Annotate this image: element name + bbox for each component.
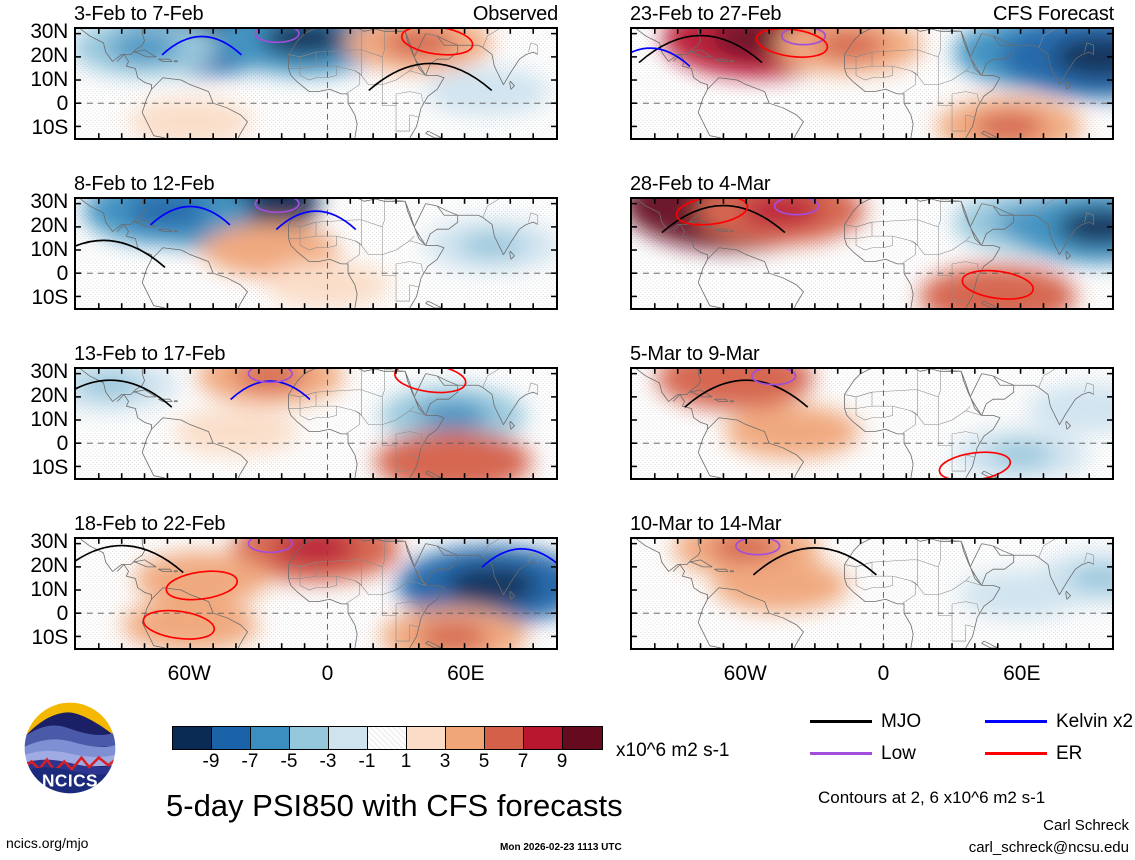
y-tick-label: 10N <box>30 577 68 601</box>
colorbar-units-label: x10^6 m2 s-1 <box>616 740 730 761</box>
legend-line-swatch <box>810 752 872 755</box>
contour-note: Contours at 2, 6 x10^6 m2 s-1 <box>818 788 1046 807</box>
x-tick-label: 60E <box>447 662 485 685</box>
colorbar-segment <box>446 727 485 749</box>
y-tick-label: 10S <box>31 625 69 649</box>
y-tick-label: 10N <box>30 237 68 261</box>
column-header: Observed <box>472 3 558 25</box>
legend-label: Kelvin x2 <box>1056 711 1134 732</box>
colorbar <box>172 726 603 750</box>
panel-title: 10-Mar to 14-Mar <box>630 513 782 535</box>
timestamp: Mon 2026-02-23 1113 UTC <box>500 842 622 853</box>
legend-item-mjo: MJO <box>810 712 921 731</box>
colorbar-segment <box>173 727 212 749</box>
x-tick-label: 60W <box>723 662 767 685</box>
map-panel-7: 5-Mar to 9-Mar <box>630 344 1114 480</box>
y-tick-label: 10N <box>30 67 68 91</box>
colorbar-tick-label: 1 <box>400 751 412 772</box>
y-tick-label: 20N <box>30 43 68 67</box>
y-tick-label: 10S <box>31 455 69 479</box>
y-tick-label: 10S <box>31 285 69 309</box>
colorbar-segment <box>407 727 446 749</box>
legend-line-swatch <box>985 752 1047 755</box>
map-plot-area <box>74 367 558 480</box>
legend-line-swatch <box>810 720 872 723</box>
x-tick-label: 60E <box>1003 662 1041 685</box>
y-tick-label: 10S <box>31 115 69 139</box>
y-tick-label: 30N <box>30 529 68 553</box>
y-tick-label: 0 <box>56 431 69 455</box>
panel-title: 3-Feb to 7-Feb <box>74 3 204 25</box>
map-plot-area <box>74 537 558 650</box>
y-tick-label: 30N <box>30 359 68 383</box>
map-panel-6: 28-Feb to 4-Mar <box>630 174 1114 310</box>
y-tick-label: 0 <box>56 91 69 115</box>
panel-title: 13-Feb to 17-Feb <box>74 343 226 365</box>
x-tick-label: 60W <box>167 662 211 685</box>
author-email[interactable]: carl_schreck@ncsu.edu <box>968 839 1129 856</box>
map-plot-area <box>630 197 1114 310</box>
colorbar-tick-label: 7 <box>517 751 529 772</box>
map-panel-8: 10-Mar to 14-Mar <box>630 514 1114 650</box>
panel-title: 23-Feb to 27-Feb <box>630 3 782 25</box>
ncics-logo-icon: NCICS <box>23 701 117 795</box>
map-panel-2: 8-Feb to 12-Feb <box>74 174 558 310</box>
colorbar-tick-label: 9 <box>556 751 568 772</box>
legend-label: Low <box>881 743 916 764</box>
map-panel-4: 18-Feb to 22-Feb <box>74 514 558 650</box>
colorbar-segment <box>212 727 251 749</box>
panel-title: 18-Feb to 22-Feb <box>74 513 226 535</box>
colorbar-tick-label: 3 <box>439 751 451 772</box>
author-name: Carl Schreck <box>1043 817 1129 834</box>
y-tick-label: 30N <box>30 19 68 43</box>
legend-item-low: Low <box>810 744 916 763</box>
legend-item-er: ER <box>985 744 1082 763</box>
y-tick-label: 20N <box>30 383 68 407</box>
map-plot-area <box>630 27 1114 140</box>
colorbar-tick-label: -9 <box>202 751 220 772</box>
colorbar-segment <box>563 727 602 749</box>
legend-label: ER <box>1056 743 1083 764</box>
legend-item-kelvin-x2: Kelvin x2 <box>985 712 1133 731</box>
colorbar-segment <box>290 727 329 749</box>
map-plot-area <box>630 367 1114 480</box>
colorbar-tick-label: -3 <box>319 751 337 772</box>
colorbar-segment <box>368 727 407 749</box>
map-plot-area <box>74 27 558 140</box>
colorbar-segment <box>329 727 368 749</box>
y-tick-label: 10N <box>30 407 68 431</box>
legend-line-swatch <box>985 720 1047 723</box>
colorbar-tick-label: -5 <box>280 751 298 772</box>
x-tick-label: 0 <box>321 662 334 685</box>
legend-label: MJO <box>881 711 922 732</box>
panel-title: 28-Feb to 4-Mar <box>630 173 771 195</box>
colorbar-tick-label: -1 <box>358 751 376 772</box>
x-tick-label: 0 <box>877 662 890 685</box>
site-url[interactable]: ncics.org/mjo <box>6 835 89 851</box>
panel-title: 5-Mar to 9-Mar <box>630 343 760 365</box>
colorbar-segment <box>251 727 290 749</box>
map-panel-3: 13-Feb to 17-Feb <box>74 344 558 480</box>
y-tick-label: 30N <box>30 189 68 213</box>
y-tick-label: 20N <box>30 213 68 237</box>
ncics-logo: NCICS <box>22 700 118 796</box>
panel-title: 8-Feb to 12-Feb <box>74 173 215 195</box>
colorbar-tick-label: 5 <box>478 751 490 772</box>
column-header: CFS Forecast <box>993 3 1114 25</box>
main-title: 5-day PSI850 with CFS forecasts <box>166 788 623 823</box>
colorbar-segment <box>524 727 563 749</box>
contour-legend: MJO Kelvin x2 Low ER <box>810 712 1133 772</box>
y-tick-label: 20N <box>30 553 68 577</box>
map-panel-1: 3-Feb to 7-Feb Observed <box>74 4 558 140</box>
y-tick-label: 0 <box>56 261 69 285</box>
colorbar-segment <box>485 727 524 749</box>
y-tick-label: 0 <box>56 601 69 625</box>
map-panel-5: 23-Feb to 27-Feb CFS Forecast <box>630 4 1114 140</box>
map-plot-area <box>74 197 558 310</box>
map-plot-area <box>630 537 1114 650</box>
svg-text:NCICS: NCICS <box>42 770 98 790</box>
colorbar-tick-label: -7 <box>241 751 259 772</box>
